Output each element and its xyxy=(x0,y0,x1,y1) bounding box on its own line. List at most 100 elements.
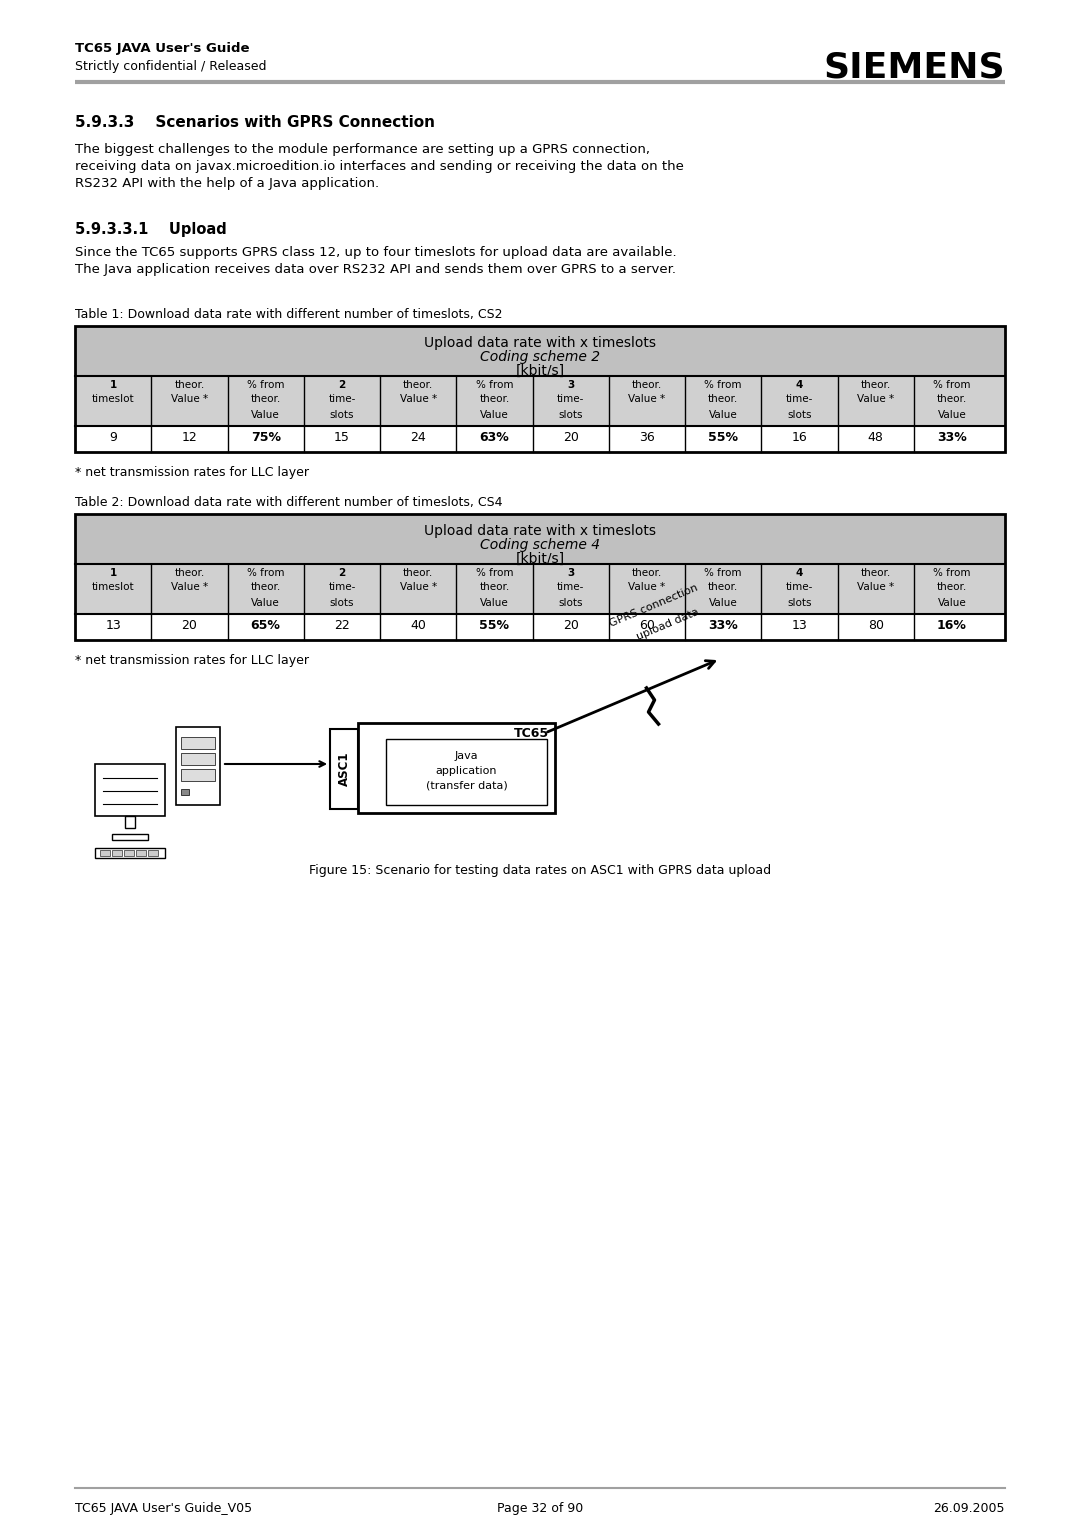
Text: % from: % from xyxy=(247,380,284,390)
Text: Value: Value xyxy=(708,410,738,420)
Text: TC65: TC65 xyxy=(514,727,549,740)
Text: theor.: theor. xyxy=(403,568,433,578)
Text: (transfer data): (transfer data) xyxy=(426,781,508,792)
Text: theor.: theor. xyxy=(251,582,281,591)
Bar xyxy=(330,729,357,808)
Text: 2: 2 xyxy=(338,380,346,390)
Text: 33%: 33% xyxy=(937,431,967,445)
Text: * net transmission rates for LLC layer: * net transmission rates for LLC layer xyxy=(75,466,309,478)
Text: 63%: 63% xyxy=(480,431,510,445)
Text: 13: 13 xyxy=(105,619,121,633)
Text: time-: time- xyxy=(328,582,355,591)
Text: 1: 1 xyxy=(109,380,117,390)
Text: Value *: Value * xyxy=(858,582,894,591)
Text: TC65 JAVA User's Guide_V05: TC65 JAVA User's Guide_V05 xyxy=(75,1502,252,1514)
Bar xyxy=(148,850,158,856)
Text: 26.09.2005: 26.09.2005 xyxy=(933,1502,1005,1514)
Text: Upload data rate with x timeslots: Upload data rate with x timeslots xyxy=(424,336,656,350)
Text: theor.: theor. xyxy=(708,394,739,403)
Text: [kbit/s]: [kbit/s] xyxy=(515,552,565,565)
Text: Upload data rate with x timeslots: Upload data rate with x timeslots xyxy=(424,524,656,538)
Bar xyxy=(75,513,1005,564)
Text: 13: 13 xyxy=(792,619,808,633)
Bar xyxy=(181,753,215,766)
Text: 22: 22 xyxy=(334,619,350,633)
Text: theor.: theor. xyxy=(708,582,739,591)
Text: 9: 9 xyxy=(109,431,117,445)
Text: 33%: 33% xyxy=(708,619,738,633)
Bar xyxy=(124,850,134,856)
Text: % from: % from xyxy=(475,568,513,578)
Text: 3: 3 xyxy=(567,380,575,390)
Text: Table 2: Download data rate with different number of timeslots, CS4: Table 2: Download data rate with differe… xyxy=(75,497,502,509)
Text: % from: % from xyxy=(704,568,742,578)
Text: 80: 80 xyxy=(867,619,883,633)
Text: theor.: theor. xyxy=(936,394,967,403)
Text: Value: Value xyxy=(937,410,967,420)
Text: * net transmission rates for LLC layer: * net transmission rates for LLC layer xyxy=(75,654,309,668)
Bar xyxy=(136,850,146,856)
Bar xyxy=(75,325,1005,376)
Text: slots: slots xyxy=(787,597,812,608)
Text: theor.: theor. xyxy=(174,380,204,390)
Text: 60: 60 xyxy=(639,619,654,633)
Text: Figure 15: Scenario for testing data rates on ASC1 with GPRS data upload: Figure 15: Scenario for testing data rat… xyxy=(309,863,771,877)
Text: slots: slots xyxy=(787,410,812,420)
Text: Value *: Value * xyxy=(400,582,436,591)
Text: slots: slots xyxy=(329,597,354,608)
Text: % from: % from xyxy=(247,568,284,578)
Text: 75%: 75% xyxy=(251,431,281,445)
Text: 20: 20 xyxy=(563,431,579,445)
Text: theor.: theor. xyxy=(480,394,510,403)
Text: The Java application receives data over RS232 API and sends them over GPRS to a : The Java application receives data over … xyxy=(75,263,676,277)
Text: 1: 1 xyxy=(109,568,117,578)
Text: theor.: theor. xyxy=(174,568,204,578)
Text: Value *: Value * xyxy=(171,582,208,591)
Text: 48: 48 xyxy=(868,431,883,445)
Text: time-: time- xyxy=(557,582,584,591)
Bar xyxy=(75,513,1005,640)
Text: 65%: 65% xyxy=(251,619,281,633)
Bar xyxy=(75,614,1005,640)
Text: Value: Value xyxy=(480,410,509,420)
Text: Coding scheme 2: Coding scheme 2 xyxy=(480,350,600,364)
Text: theor.: theor. xyxy=(251,394,281,403)
Bar xyxy=(386,740,546,805)
Text: 20: 20 xyxy=(563,619,579,633)
Bar xyxy=(112,834,148,840)
Text: theor.: theor. xyxy=(861,568,891,578)
Text: % from: % from xyxy=(475,380,513,390)
Bar xyxy=(181,788,189,795)
Bar xyxy=(75,325,1005,452)
Text: % from: % from xyxy=(933,568,971,578)
Text: 16%: 16% xyxy=(937,619,967,633)
Text: Page 32 of 90: Page 32 of 90 xyxy=(497,1502,583,1514)
Text: timeslot: timeslot xyxy=(92,394,134,403)
Text: 15: 15 xyxy=(334,431,350,445)
Text: time-: time- xyxy=(786,394,813,403)
Text: 16: 16 xyxy=(792,431,808,445)
Text: application: application xyxy=(435,766,497,776)
Text: theor.: theor. xyxy=(632,380,662,390)
Text: 4: 4 xyxy=(796,380,804,390)
Text: Value: Value xyxy=(937,597,967,608)
Text: 55%: 55% xyxy=(708,431,739,445)
Bar xyxy=(75,426,1005,452)
Text: GPRS connection: GPRS connection xyxy=(608,582,700,630)
Bar xyxy=(112,850,122,856)
Text: RS232 API with the help of a Java application.: RS232 API with the help of a Java applic… xyxy=(75,177,379,189)
Bar xyxy=(95,764,165,816)
Text: 5.9.3.3.1    Upload: 5.9.3.3.1 Upload xyxy=(75,222,227,237)
Text: Value *: Value * xyxy=(400,394,436,403)
Bar xyxy=(357,723,555,813)
Text: theor.: theor. xyxy=(403,380,433,390)
Text: slots: slots xyxy=(558,597,583,608)
Text: 5.9.3.3    Scenarios with GPRS Connection: 5.9.3.3 Scenarios with GPRS Connection xyxy=(75,115,435,130)
Bar xyxy=(75,376,1005,426)
Text: slots: slots xyxy=(558,410,583,420)
Text: 24: 24 xyxy=(410,431,426,445)
Bar xyxy=(125,816,135,828)
Text: 2: 2 xyxy=(338,568,346,578)
Text: % from: % from xyxy=(704,380,742,390)
Text: Value: Value xyxy=(708,597,738,608)
